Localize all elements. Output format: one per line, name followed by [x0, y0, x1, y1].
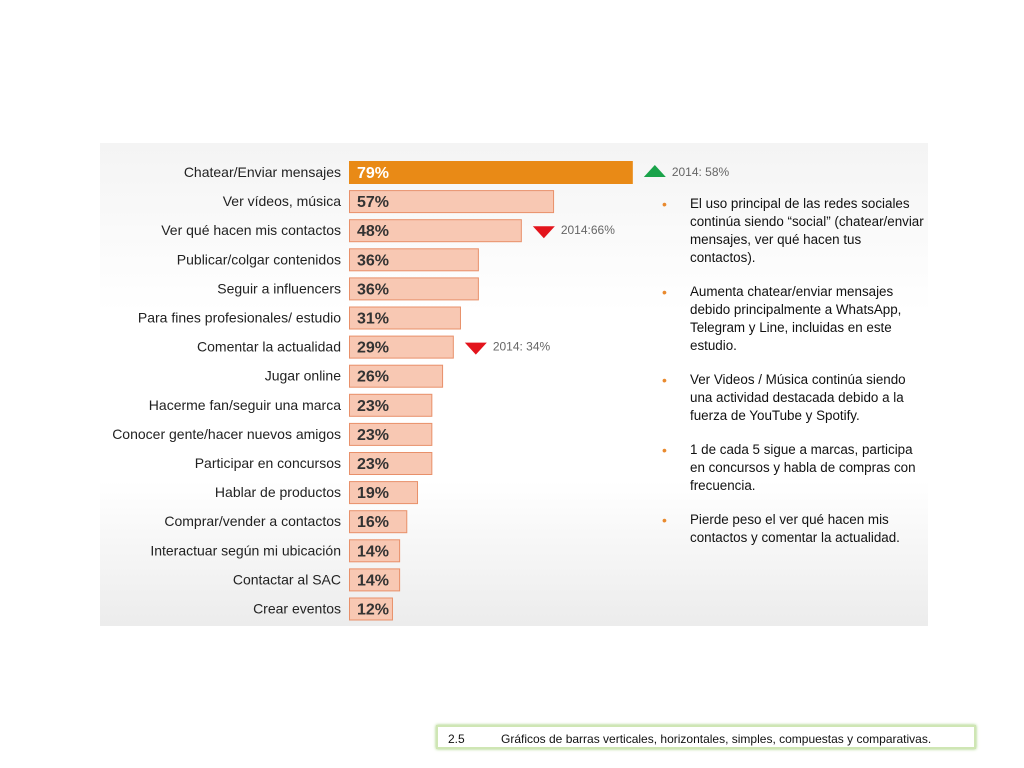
category-label: Conocer gente/hacer nuevos amigos	[112, 426, 341, 442]
chart-panel: Chatear/Enviar mensajes 79% Ver vídeos, mú…	[100, 143, 928, 626]
bullet-item: • 1 de cada 5 sigue a marcas, participa e…	[662, 442, 916, 493]
bar-chart: Chatear/Enviar mensajes 79% Ver vídeos, mú…	[112, 161, 730, 621]
category-label: Publicar/colgar contenidos	[177, 251, 341, 267]
value-label: 29%	[357, 340, 389, 357]
category-label: Crear eventos	[253, 601, 341, 617]
value-label: 26%	[357, 369, 389, 386]
bar	[349, 597, 393, 621]
caption-text: Gráficos de barras verticales, horizonta…	[501, 732, 932, 746]
category-label: Seguir a influencers	[217, 280, 341, 296]
comparison-label: 2014: 34%	[493, 340, 551, 354]
category-label: Participar en concursos	[195, 455, 341, 471]
value-label: 57%	[357, 194, 389, 211]
category-label: Hablar de productos	[215, 484, 341, 500]
bullet-item: • Pierde peso el ver qué hacen mis contac…	[662, 512, 900, 545]
slide-caption: 2.5 Gráficos de barras verticales, horiz…	[436, 725, 976, 749]
category-label: Hacerme fan/seguir una marca	[149, 397, 341, 413]
bar	[349, 510, 408, 534]
category-label: Comprar/vender a contactos	[164, 513, 341, 529]
bullet-dot-icon: •	[662, 284, 667, 300]
value-label: 19%	[357, 485, 389, 502]
bar	[349, 481, 419, 505]
category-label: Comentar la actualidad	[197, 339, 341, 355]
value-label: 36%	[357, 281, 389, 298]
bullet-item: • Ver Videos / Música continúa siendo una…	[662, 372, 906, 423]
category-label: Interactuar según mi ubicación	[150, 542, 341, 558]
bullet-item: • El uso principal de las redes sociales …	[662, 196, 924, 265]
value-label: 14%	[357, 572, 389, 589]
trend-down-icon	[464, 342, 487, 355]
bullet-dot-icon: •	[662, 372, 667, 388]
value-label: 79%	[357, 165, 389, 182]
bar	[349, 190, 555, 214]
value-label: 16%	[357, 514, 389, 531]
bullet-dot-icon: •	[662, 196, 667, 212]
trend-up-icon	[643, 165, 666, 177]
comparison-label: 2014: 58%	[672, 165, 730, 179]
value-label: 23%	[357, 398, 389, 415]
bar	[349, 248, 479, 272]
value-label: 14%	[357, 543, 389, 560]
bar	[349, 452, 433, 475]
insight-bullets: • El uso principal de las redes sociales …	[658, 195, 928, 563]
bar	[349, 364, 444, 388]
caption-number: 2.5	[448, 732, 465, 746]
value-label: 48%	[357, 223, 389, 240]
bar	[349, 161, 633, 184]
value-label: 31%	[357, 311, 389, 328]
category-label: Ver vídeos, música	[223, 193, 341, 209]
bullet-dot-icon: •	[662, 512, 667, 528]
category-label: Contactar al SAC	[233, 571, 341, 587]
value-label: 23%	[357, 456, 389, 473]
bar	[349, 277, 479, 301]
category-label: Para fines profesionales/ estudio	[138, 310, 341, 326]
value-label: 23%	[357, 427, 389, 444]
bar	[349, 219, 522, 243]
category-label: Ver qué hacen mis contactos	[161, 222, 341, 238]
trend-down-icon	[532, 226, 555, 239]
bar	[349, 335, 454, 359]
category-label: Jugar online	[265, 368, 341, 384]
comparison-label: 2014:66%	[561, 223, 615, 237]
value-label: 36%	[357, 252, 389, 269]
bar	[349, 422, 433, 446]
bar	[349, 393, 433, 417]
value-label: 12%	[357, 602, 389, 619]
bar	[349, 539, 401, 563]
bar	[349, 306, 461, 330]
category-label: Chatear/Enviar mensajes	[184, 164, 341, 180]
bullet-item: • Aumenta chatear/enviar mensajes debido …	[662, 284, 902, 353]
bar	[349, 568, 401, 592]
bullet-dot-icon: •	[662, 442, 667, 458]
